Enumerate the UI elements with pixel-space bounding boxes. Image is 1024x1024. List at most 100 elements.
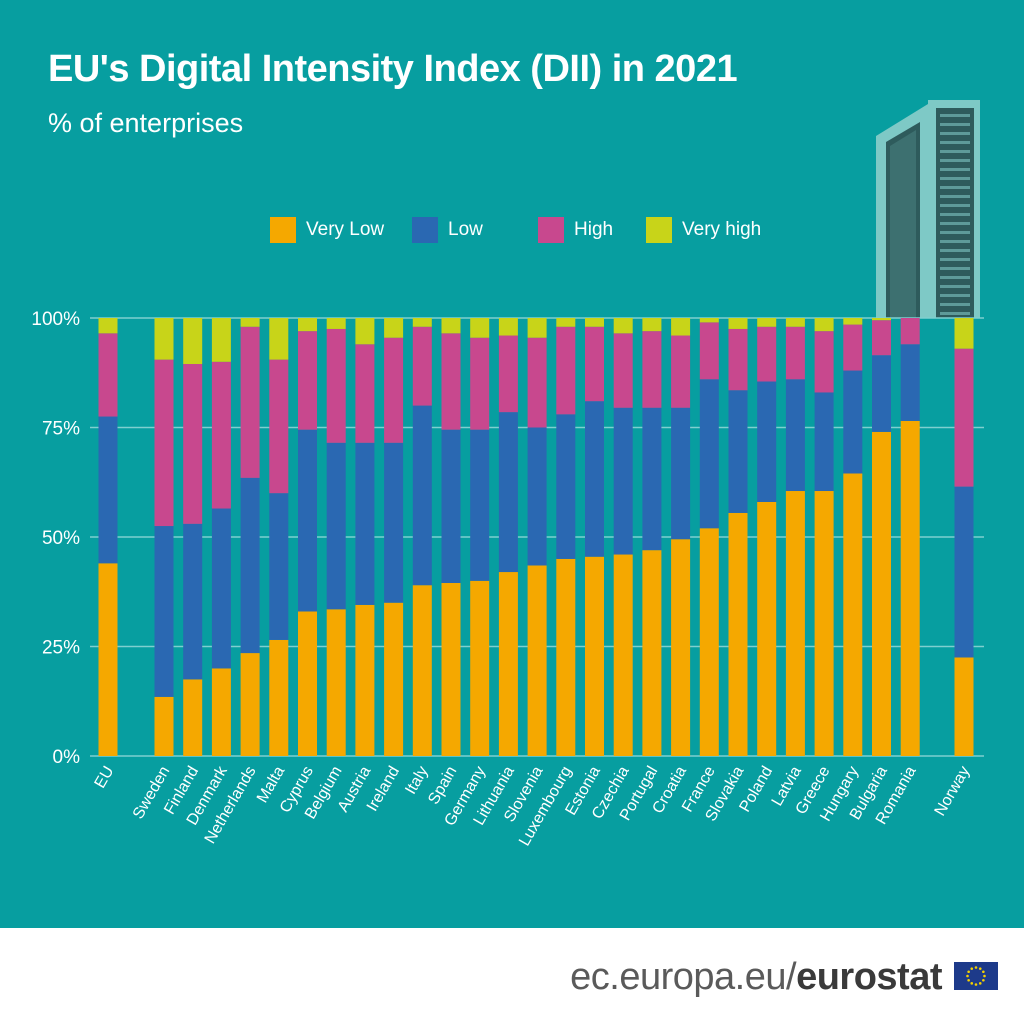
bar-segment-very-high	[412, 318, 432, 327]
bar-segment-very-high	[556, 318, 576, 327]
bar-segment-very-low	[671, 539, 691, 756]
bar-segment-very-low	[298, 611, 317, 756]
bar-segment-high	[211, 361, 231, 509]
bar-segment-very-low	[556, 558, 576, 756]
source-url[interactable]: ec.europa.eu/eurostat	[570, 956, 942, 999]
bar-segment-very-low	[240, 653, 260, 756]
bar-segment-low	[900, 344, 920, 421]
bar-segment-very-high	[814, 318, 834, 332]
bar-segment-very-high	[98, 318, 118, 334]
bar-segment-high	[613, 333, 633, 408]
chart-title: EU's Digital Intensity Index (DII) in 20…	[48, 48, 738, 90]
bar-segment-high	[556, 326, 576, 415]
y-tick-label: 100%	[31, 309, 80, 330]
bar-segment-very-high	[211, 318, 231, 362]
bar-segment-low	[613, 407, 633, 555]
bar-segment-low	[699, 379, 719, 529]
bar-segment-very-low	[384, 602, 404, 756]
bar-segment-very-low	[470, 580, 490, 756]
bar-segment-high	[384, 337, 404, 443]
bar-segment-low	[785, 379, 805, 492]
bar-segment-high	[642, 331, 662, 408]
bar-segment-very-low	[355, 604, 375, 756]
legend-label-high: High	[574, 219, 614, 240]
bar-segment-high	[269, 359, 289, 494]
bar-segment-very-low	[441, 582, 461, 756]
bar-segment-low	[671, 407, 691, 540]
legend-swatch-high	[538, 217, 564, 243]
bar-segment-very-high	[269, 318, 289, 360]
bar-segment-high	[757, 326, 777, 382]
bar-segment-high	[671, 335, 691, 408]
bar-segment-very-low	[728, 512, 748, 756]
bar-segment-low	[240, 477, 260, 654]
bar-segment-high	[954, 348, 974, 487]
legend-item-very-high: Very high	[646, 216, 761, 244]
bar-segment-high	[355, 344, 375, 443]
legend-item-high: High	[538, 216, 613, 244]
legend-swatch-very-high	[646, 217, 672, 243]
stacked-bar-chart: 0%25%50%75%100%EU SwedenFinlandDenmarkNet…	[31, 309, 984, 849]
bar-segment-very-low	[642, 550, 662, 756]
bar-segment-very-low	[613, 554, 633, 756]
bar-segment-high	[326, 328, 346, 443]
bar-segment-very-high	[699, 318, 719, 323]
bar-segment-low	[642, 407, 662, 551]
bar-segment-very-low	[757, 501, 777, 756]
bar-segment-very-low	[269, 639, 289, 756]
bar-segment-high	[412, 326, 432, 406]
bar-segment-very-low	[585, 556, 604, 756]
bar-segment-very-high	[671, 318, 691, 336]
legend-item-very-low: Very Low	[270, 216, 384, 244]
bar-segment-high	[298, 331, 317, 430]
y-tick-label: 75%	[42, 419, 80, 440]
bar-segment-very-high	[441, 318, 461, 334]
legend-label-very-high: Very high	[682, 219, 762, 240]
bar-segment-high	[154, 359, 174, 527]
bar-segment-high	[699, 322, 719, 380]
bar-segment-high	[900, 318, 920, 345]
bar-segment-very-high	[326, 318, 346, 329]
bar-segment-very-high	[183, 318, 203, 364]
bar-segment-very-low	[154, 696, 174, 756]
bar-segment-low	[728, 390, 748, 513]
bar-segment-very-low	[843, 473, 863, 756]
y-tick-label: 50%	[42, 528, 80, 549]
bar-segment-high	[585, 326, 604, 402]
bar-segment-low	[441, 429, 461, 583]
bar-segment-very-low	[954, 657, 974, 756]
bar-segment-high	[240, 326, 260, 478]
bar-segment-low	[98, 416, 118, 564]
bar-segment-very-low	[498, 572, 518, 756]
bar-segment-very-low	[527, 565, 547, 756]
bar-segment-high	[814, 331, 834, 393]
bar-segment-low	[470, 429, 490, 581]
bar-segment-high	[98, 333, 118, 417]
bar-segment-very-high	[527, 318, 547, 338]
bar-segment-very-high	[642, 318, 662, 332]
bar-segment-very-low	[98, 563, 118, 756]
bar-segment-very-high	[872, 318, 891, 321]
bar-segment-very-high	[498, 318, 518, 336]
source-url-domain: ec.europa.eu/	[570, 956, 797, 998]
bar-segment-low	[412, 405, 432, 586]
bar-segment-low	[183, 523, 203, 680]
bar-segment-low	[384, 442, 404, 603]
bar-segment-low	[872, 355, 891, 432]
bar-segment-low	[757, 381, 777, 502]
legend-label-low: Low	[448, 219, 483, 240]
bar-segment-high	[470, 337, 490, 430]
x-tick-label: Italy	[402, 764, 431, 798]
chart-subtitle: % of enterprises	[48, 108, 244, 138]
bar-segment-very-high	[757, 318, 777, 327]
bar-segment-high	[728, 328, 748, 391]
footer: ec.europa.eu/eurostat	[0, 928, 1024, 1024]
bar-segment-very-low	[785, 491, 805, 756]
bar-segment-low	[154, 526, 174, 697]
bar-segment-very-low	[326, 609, 346, 756]
x-tick-label: Norway	[932, 764, 974, 819]
bar-segment-low	[298, 429, 317, 612]
bar-segment-very-high	[954, 318, 974, 349]
legend-swatch-very-low	[270, 217, 296, 243]
bar-segment-very-low	[872, 431, 891, 756]
